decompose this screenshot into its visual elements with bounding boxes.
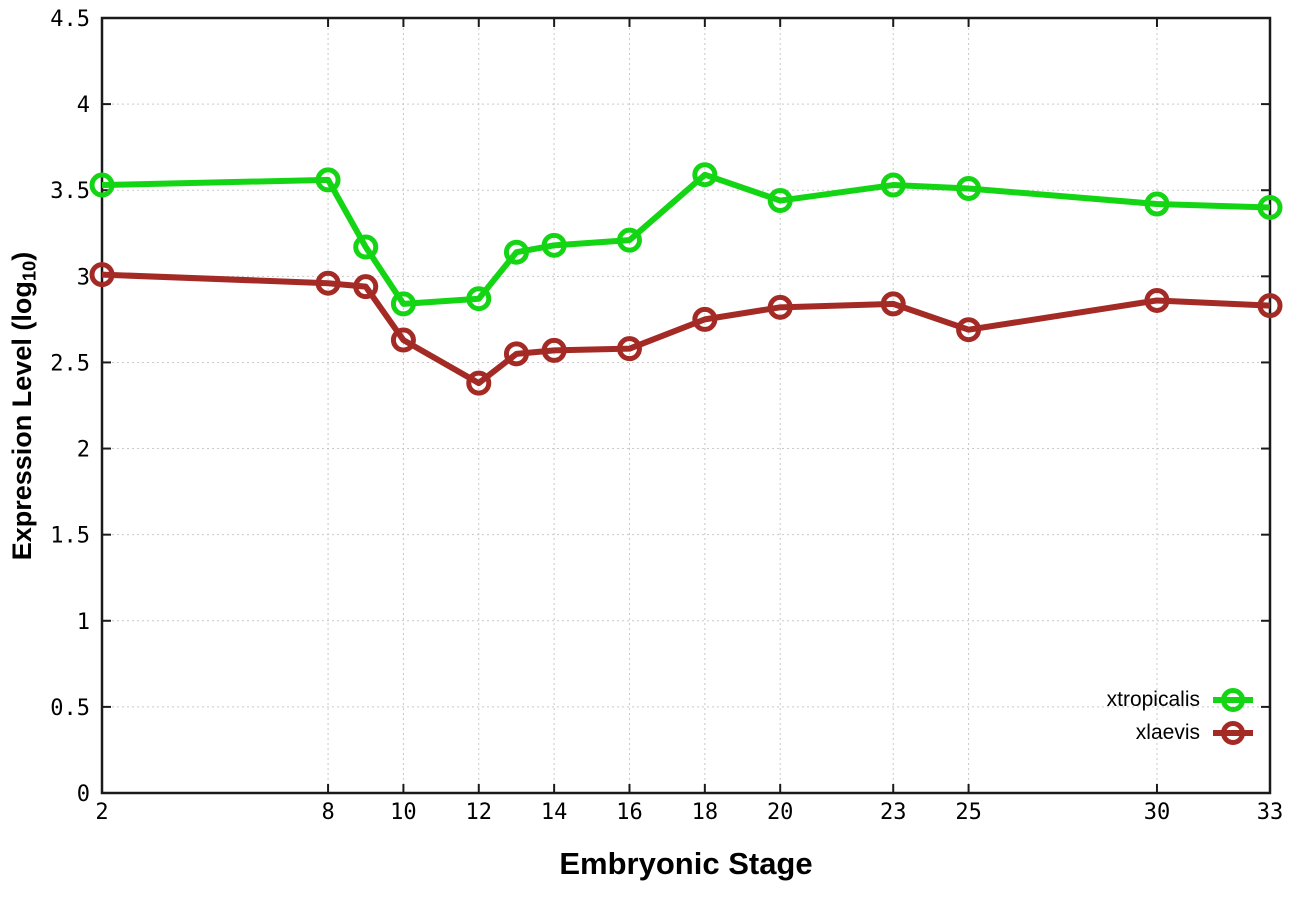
y-axis-title: Expression Level (log10) [2,196,42,616]
data-point-xtropicalis [692,162,718,188]
data-point-xlaevis [1257,293,1283,319]
data-point-xlaevis [315,270,341,296]
plot-border [100,16,1272,795]
legend: xtropicalis xlaevis [1107,683,1256,749]
data-point-xlaevis [390,327,416,353]
y-tick-label: 4 [77,93,90,118]
legend-sample-point [1221,720,1245,745]
x-tick-label: 2 [95,800,108,825]
data-point-xlaevis [466,370,492,396]
series-line-xlaevis [101,271,1271,387]
legend-item-xlaevis: xlaevis [1136,716,1256,749]
data-point-xlaevis [541,337,567,363]
y-tick-label: 0 [77,782,90,807]
data-point-xtropicalis [1257,194,1283,220]
data-point-xtropicalis [503,239,529,265]
y-axis-title-subscript: 10 [18,260,40,282]
data-point-xtropicalis [315,167,341,193]
x-tick-label: 20 [767,800,794,825]
y-tick-label: 3 [77,265,90,290]
data-point-xtropicalis [616,227,642,253]
legend-item-xtropicalis: xtropicalis [1107,683,1256,716]
x-tick-label: 10 [390,800,417,825]
x-tick-label: 30 [1144,800,1171,825]
x-tick-label: 14 [541,800,568,825]
data-point-xlaevis [956,317,982,343]
data-point-xtropicalis [956,176,982,201]
legend-sample-point [1221,687,1245,712]
data-point-xlaevis [1144,287,1170,313]
data-point-xtropicalis [767,188,793,214]
data-point-xlaevis [692,306,718,332]
y-axis-title-text: Expression Level (log [7,281,37,561]
data-point-xtropicalis [466,286,492,312]
legend-label-xlaevis: xlaevis [1135,720,1200,744]
data-point-xlaevis [353,274,379,300]
y-tick-label: 1.5 [50,524,90,549]
x-tick-label: 8 [321,800,334,825]
data-point-xtropicalis [880,172,906,198]
legend-label-xtropicalis: xtropicalis [1106,687,1200,711]
x-tick-label: 12 [466,800,493,825]
x-tick-label: 23 [880,800,907,825]
legend-marker-xtropicalis [1213,687,1253,712]
x-axis-title: Embryonic Stage [559,846,813,881]
y-tick-label: 4.5 [50,7,90,32]
y-axis-title-close: ) [7,251,37,261]
y-tick-label: 2 [77,438,90,463]
data-point-xlaevis [89,262,115,288]
y-tick-label: 3.5 [50,179,90,204]
x-tick-label: 16 [616,800,643,825]
y-tick-label: 1 [77,610,90,635]
data-point-xtropicalis [89,172,115,198]
data-point-xlaevis [503,341,529,367]
legend-marker-xlaevis [1213,720,1253,745]
data-point-xtropicalis [1144,191,1170,217]
data-point-xtropicalis [353,234,379,260]
x-tick-label: 18 [692,800,719,825]
y-tick-label: 2.5 [50,351,90,376]
data-point-xlaevis [616,336,642,362]
data-point-xlaevis [880,291,906,317]
data-point-xtropicalis [541,232,567,258]
series-line-xtropicalis [101,171,1271,307]
data-point-xtropicalis [390,291,416,317]
x-tick-label: 33 [1257,800,1284,825]
data-point-xlaevis [767,294,793,320]
x-tick-label: 25 [955,800,982,825]
y-tick-label: 0.5 [50,696,90,721]
